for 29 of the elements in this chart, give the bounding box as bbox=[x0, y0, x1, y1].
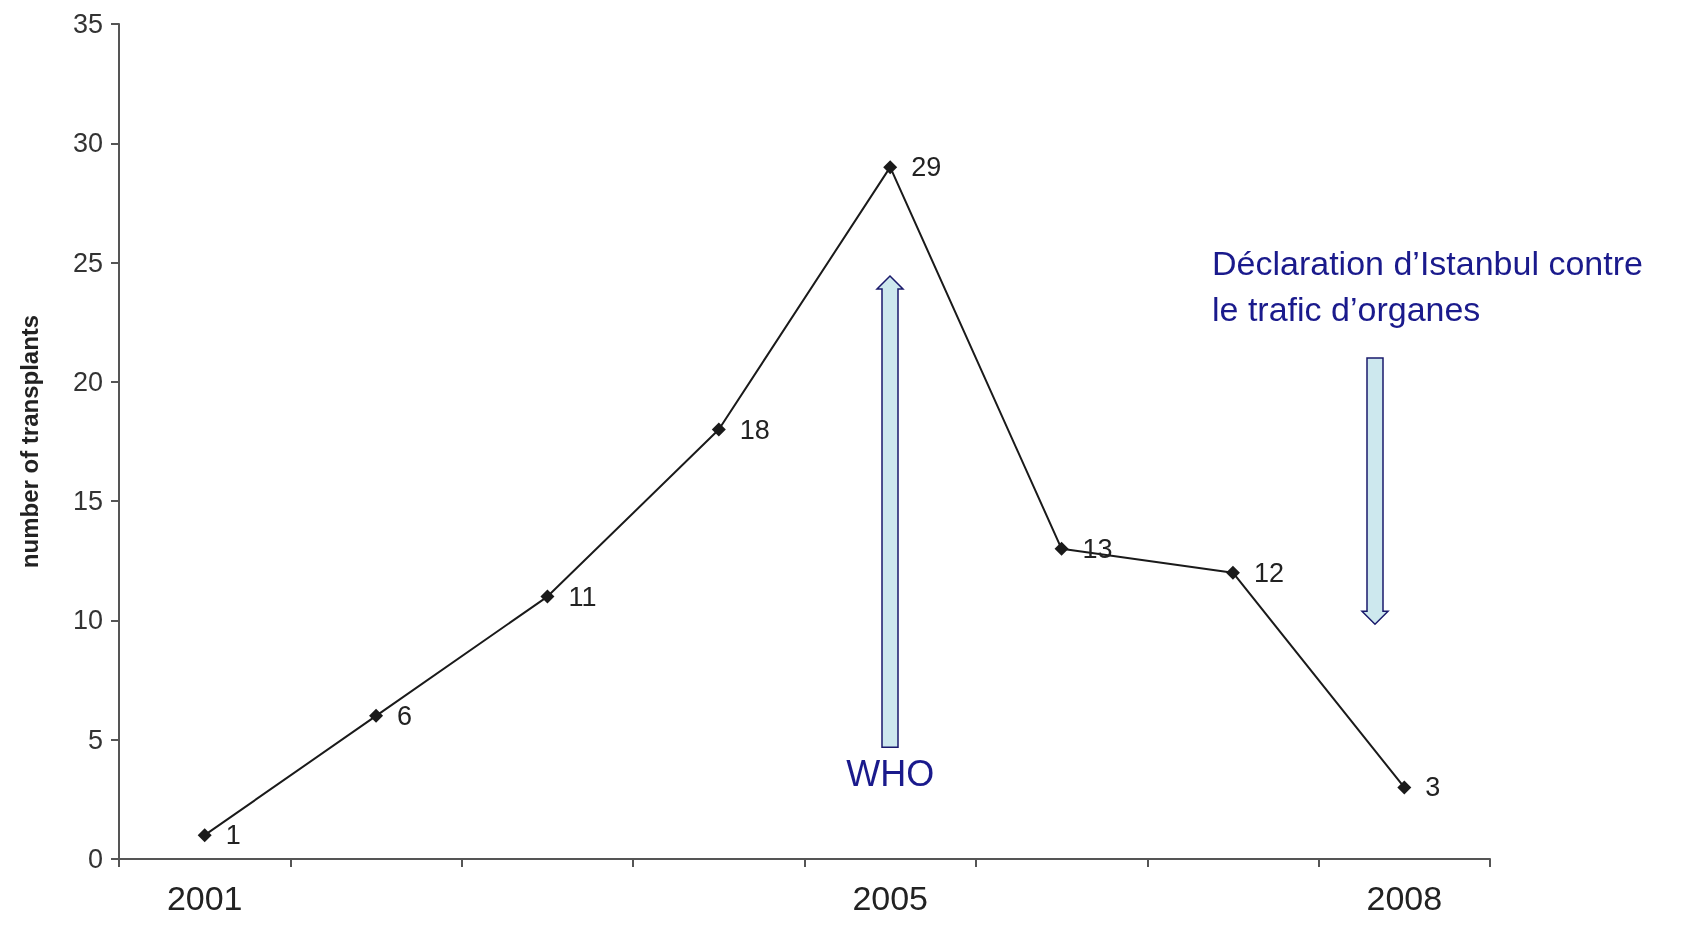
data-label: 18 bbox=[739, 414, 770, 445]
y-tick-label: 15 bbox=[72, 486, 103, 517]
y-tick-label: 0 bbox=[87, 844, 103, 874]
annotation: Déclaration d’Istanbul contre le trafic d’organes bbox=[1212, 243, 1644, 330]
y-tick-label: 25 bbox=[72, 247, 103, 278]
data-label: 11 bbox=[568, 581, 597, 612]
point bbox=[1397, 780, 1412, 795]
annotation: WHO bbox=[845, 751, 936, 796]
data-label: 3 bbox=[1425, 772, 1441, 803]
point bbox=[1054, 541, 1069, 556]
y-axis-title: number of transplants bbox=[15, 314, 43, 569]
point bbox=[711, 422, 726, 437]
y-tick-label: 30 bbox=[72, 128, 103, 159]
point bbox=[369, 708, 384, 723]
data-label: 1 bbox=[225, 820, 241, 851]
data-label: 6 bbox=[397, 700, 413, 731]
point bbox=[540, 589, 555, 604]
point bbox=[197, 828, 212, 843]
x-tick-label: 2008 bbox=[1366, 879, 1443, 917]
y-tick-label: 35 bbox=[72, 9, 103, 39]
y-tick-label: 10 bbox=[72, 605, 103, 636]
y-tick-label: 20 bbox=[72, 366, 103, 397]
x-tick-label: 2001 bbox=[166, 879, 243, 917]
point bbox=[1225, 565, 1240, 580]
y-tick-label: 5 bbox=[87, 724, 103, 755]
data-label: 29 bbox=[911, 152, 942, 183]
data-label: 12 bbox=[1253, 557, 1284, 588]
x-tick-label: 2005 bbox=[852, 879, 929, 917]
point bbox=[883, 160, 898, 175]
